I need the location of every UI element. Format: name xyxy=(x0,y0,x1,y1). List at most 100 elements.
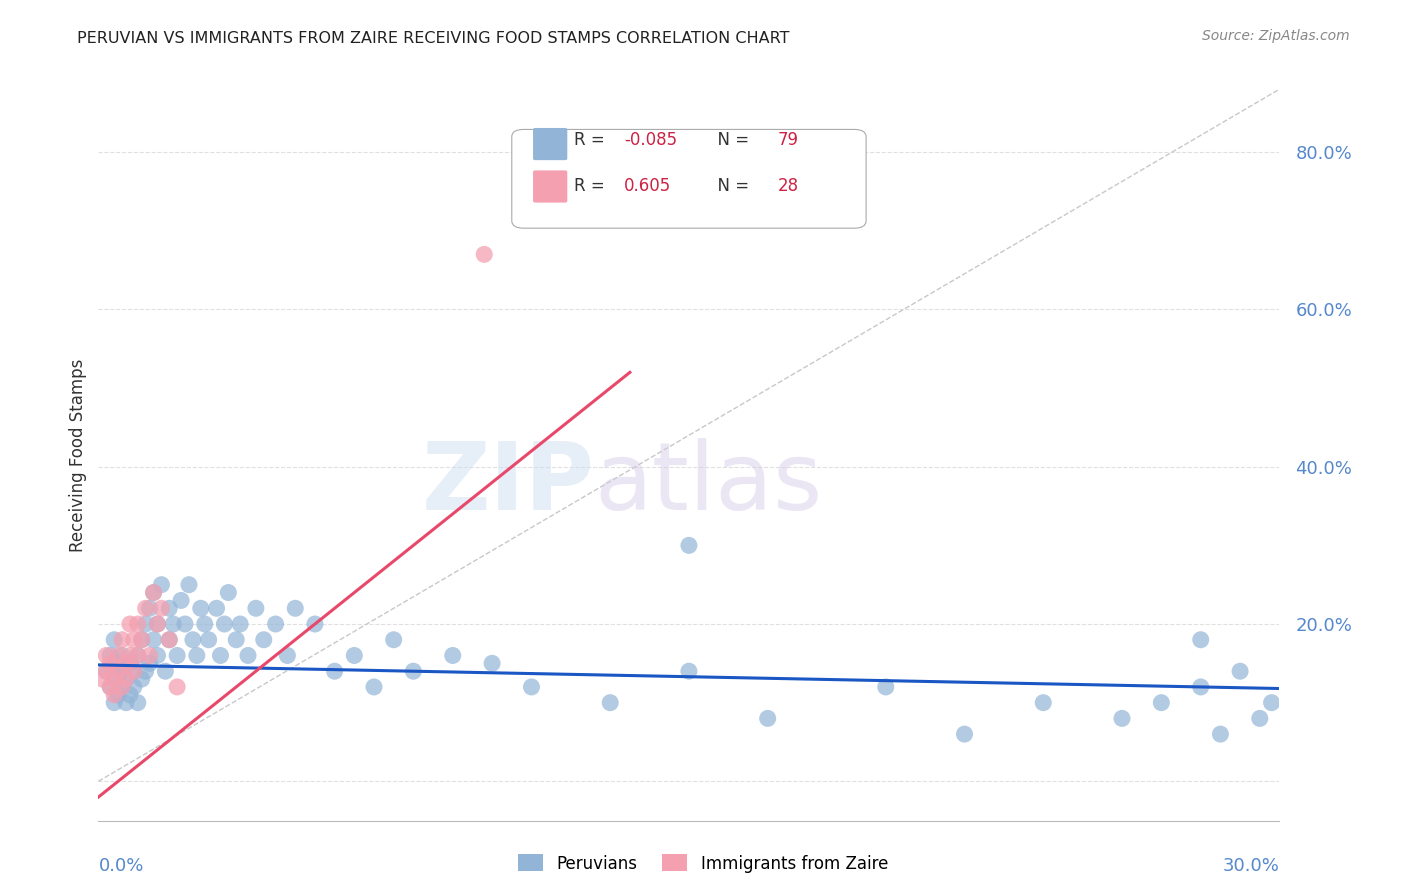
Text: 28: 28 xyxy=(778,178,799,195)
Point xyxy=(217,585,239,599)
Point xyxy=(155,664,177,678)
Text: 30.0%: 30.0% xyxy=(1223,857,1279,875)
Point xyxy=(98,680,121,694)
Point xyxy=(1189,632,1212,647)
Point xyxy=(138,601,160,615)
Point xyxy=(103,632,125,647)
Point xyxy=(245,601,267,615)
Point xyxy=(343,648,366,663)
Y-axis label: Receiving Food Stamps: Receiving Food Stamps xyxy=(69,359,87,551)
Text: 79: 79 xyxy=(778,131,799,149)
Point xyxy=(520,680,543,694)
Text: atlas: atlas xyxy=(595,438,823,530)
Point xyxy=(96,664,118,678)
Point xyxy=(875,680,897,694)
Point xyxy=(103,696,125,710)
Point xyxy=(131,672,153,686)
Point xyxy=(150,601,173,615)
Point xyxy=(382,632,405,647)
Point xyxy=(194,617,217,632)
Point xyxy=(111,680,134,694)
Point xyxy=(142,585,165,599)
Point xyxy=(107,648,129,663)
Point xyxy=(122,664,145,678)
Point xyxy=(115,696,138,710)
Point xyxy=(678,538,700,552)
Point xyxy=(146,617,169,632)
Point xyxy=(1111,711,1133,725)
Point xyxy=(323,664,346,678)
Point xyxy=(205,601,228,615)
Point xyxy=(107,672,129,686)
Point xyxy=(1260,696,1282,710)
Point xyxy=(1150,696,1173,710)
Point xyxy=(127,648,149,663)
Point xyxy=(472,247,495,261)
Point xyxy=(98,680,121,694)
Text: ZIP: ZIP xyxy=(422,438,595,530)
FancyBboxPatch shape xyxy=(512,129,866,228)
Text: R =: R = xyxy=(575,131,610,149)
Point xyxy=(115,657,138,671)
Point xyxy=(111,680,134,694)
Point xyxy=(170,593,193,607)
Point xyxy=(135,617,157,632)
Text: 0.605: 0.605 xyxy=(624,178,671,195)
Point xyxy=(1229,664,1251,678)
Point xyxy=(181,632,204,647)
Point xyxy=(142,585,165,599)
Point xyxy=(142,632,165,647)
Point xyxy=(118,688,141,702)
Point xyxy=(225,632,247,647)
Point xyxy=(481,657,503,671)
Text: N =: N = xyxy=(707,178,754,195)
Point xyxy=(111,632,134,647)
Point xyxy=(209,648,232,663)
Point xyxy=(107,688,129,702)
Point xyxy=(166,680,188,694)
Text: -0.085: -0.085 xyxy=(624,131,678,149)
Point xyxy=(138,657,160,671)
Legend: Peruvians, Immigrants from Zaire: Peruvians, Immigrants from Zaire xyxy=(512,847,894,880)
Point xyxy=(98,657,121,671)
Point xyxy=(127,617,149,632)
Point xyxy=(107,664,129,678)
Point xyxy=(441,648,464,663)
Point xyxy=(103,672,125,686)
Point xyxy=(284,601,307,615)
Point xyxy=(131,632,153,647)
Point xyxy=(363,680,385,694)
FancyBboxPatch shape xyxy=(533,170,567,202)
Text: N =: N = xyxy=(707,131,754,149)
Point xyxy=(131,632,153,647)
Point xyxy=(1032,696,1054,710)
Point xyxy=(122,632,145,647)
Point xyxy=(111,648,134,663)
Point xyxy=(264,617,287,632)
Point xyxy=(276,648,298,663)
Point xyxy=(304,617,326,632)
Point xyxy=(96,664,118,678)
Point xyxy=(402,664,425,678)
Point xyxy=(253,632,276,647)
Point xyxy=(103,688,125,702)
Point xyxy=(1189,680,1212,694)
Point xyxy=(1249,711,1271,725)
Text: Source: ZipAtlas.com: Source: ZipAtlas.com xyxy=(1202,29,1350,43)
Point xyxy=(122,664,145,678)
Point xyxy=(115,672,138,686)
Point xyxy=(229,617,252,632)
Point xyxy=(146,648,169,663)
Point xyxy=(98,648,121,663)
Point xyxy=(135,601,157,615)
Point xyxy=(157,632,180,647)
Text: R =: R = xyxy=(575,178,616,195)
Point xyxy=(214,617,236,632)
Point xyxy=(236,648,259,663)
Point xyxy=(150,577,173,591)
Point xyxy=(166,648,188,663)
Text: PERUVIAN VS IMMIGRANTS FROM ZAIRE RECEIVING FOOD STAMPS CORRELATION CHART: PERUVIAN VS IMMIGRANTS FROM ZAIRE RECEIV… xyxy=(77,31,790,46)
Point xyxy=(1209,727,1232,741)
Point xyxy=(162,617,184,632)
Point xyxy=(118,617,141,632)
